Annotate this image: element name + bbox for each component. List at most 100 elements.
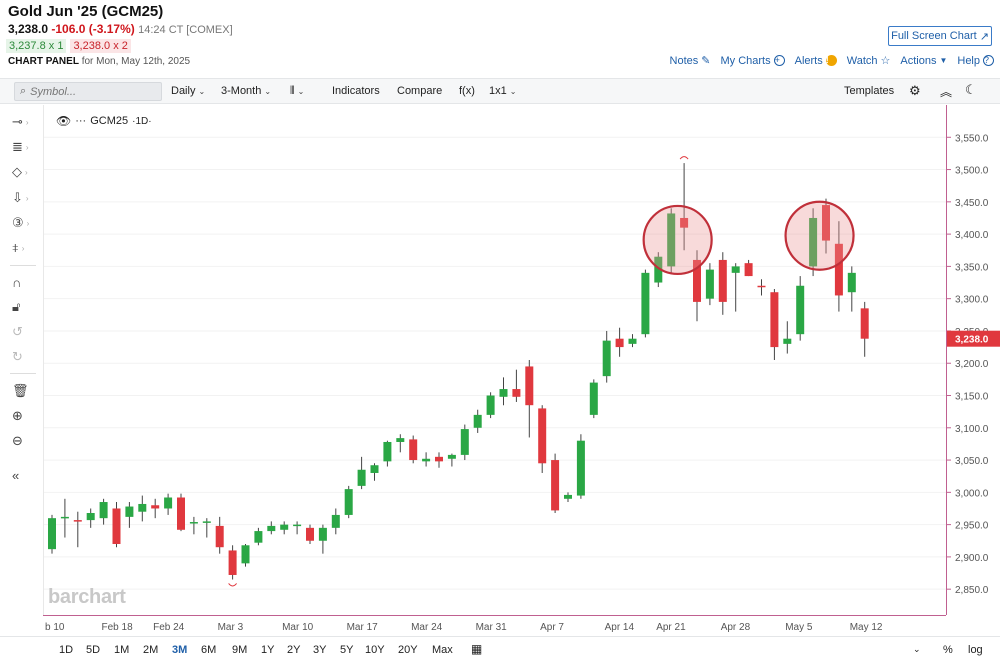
log-toggle[interactable]: log xyxy=(968,644,983,656)
range-button-1d[interactable]: 1D xyxy=(59,644,74,656)
range-button-9m[interactable]: 9M xyxy=(232,644,248,656)
candle[interactable] xyxy=(447,453,456,467)
candle[interactable] xyxy=(331,508,340,535)
actions-menu[interactable]: Actions ▼ xyxy=(900,55,947,67)
range-button-20y[interactable]: 20Y xyxy=(398,644,418,656)
candle[interactable] xyxy=(783,321,792,354)
range-button-1y[interactable]: 1Y xyxy=(261,644,275,656)
zoom-in-button[interactable]: ⊕ xyxy=(12,407,38,425)
more-icon[interactable]: ··· xyxy=(75,115,87,127)
pattern-tool-button[interactable]: ③ › xyxy=(12,214,38,232)
candle[interactable] xyxy=(409,435,418,464)
candle[interactable] xyxy=(357,456,366,490)
help-link[interactable]: Help? xyxy=(957,55,994,67)
candle[interactable] xyxy=(60,498,69,538)
chevron-down-icon[interactable]: ⌄ xyxy=(913,644,921,654)
candle[interactable] xyxy=(615,327,624,357)
candle[interactable] xyxy=(370,463,379,481)
gear-icon[interactable]: ⚙ xyxy=(909,83,921,98)
range-button-5d[interactable]: 5D xyxy=(86,644,101,656)
candle[interactable] xyxy=(718,252,727,315)
symbol-search-input[interactable] xyxy=(30,85,141,98)
candle[interactable] xyxy=(512,369,521,402)
candle[interactable] xyxy=(809,208,818,277)
candle[interactable] xyxy=(99,498,108,525)
range-button-3m[interactable]: 3M xyxy=(172,644,188,656)
candle[interactable] xyxy=(628,334,637,348)
calendar-icon[interactable]: ▦ xyxy=(471,642,483,656)
candle[interactable] xyxy=(564,492,572,503)
candle[interactable] xyxy=(125,502,134,528)
range-button-1m[interactable]: 1M xyxy=(114,644,130,656)
symbol-search[interactable]: ⌕ xyxy=(14,82,162,101)
range-button-6m[interactable]: 6M xyxy=(201,644,217,656)
eye-icon[interactable]: 👁︎ xyxy=(56,114,72,128)
candle[interactable] xyxy=(189,516,198,535)
candle[interactable] xyxy=(589,379,598,419)
candle[interactable] xyxy=(344,485,353,519)
candle[interactable] xyxy=(215,516,224,554)
fib-tool-button[interactable]: ≣ › xyxy=(12,138,38,156)
candle[interactable] xyxy=(576,434,585,499)
candle[interactable] xyxy=(48,514,56,554)
candle[interactable] xyxy=(667,208,676,273)
measure-tool-button[interactable]: ⧧ › xyxy=(12,239,38,257)
range-button-2y[interactable]: 2Y xyxy=(287,644,301,656)
candle[interactable] xyxy=(602,330,611,383)
candle[interactable] xyxy=(693,250,701,322)
range-button-max[interactable]: Max xyxy=(432,644,453,656)
candle[interactable] xyxy=(486,392,495,419)
candle[interactable] xyxy=(538,405,547,473)
candle[interactable] xyxy=(86,508,95,528)
candle[interactable] xyxy=(112,502,121,548)
candle[interactable] xyxy=(318,524,327,554)
candle[interactable] xyxy=(280,521,289,535)
candle[interactable] xyxy=(473,409,482,433)
candle[interactable] xyxy=(847,266,856,312)
candle[interactable] xyxy=(770,288,779,360)
candle[interactable] xyxy=(525,360,534,438)
candle[interactable] xyxy=(228,545,237,580)
magnet-button[interactable]: ∩ xyxy=(12,273,38,291)
chart-plot-area[interactable] xyxy=(43,105,947,615)
candle[interactable] xyxy=(383,440,392,467)
price-axis[interactable]: 2,850.0 2,900.0 2,950.0 3,000.0 3,050.0 3,100… xyxy=(946,105,1000,615)
time-axis[interactable]: b 10 Feb 18 Feb 24 Mar 3 Mar 10 Mar 17 Mar 24 M… xyxy=(43,615,946,635)
candle[interactable] xyxy=(306,524,314,544)
candle[interactable] xyxy=(551,453,560,513)
collapse-up-icon[interactable]: ︽ xyxy=(940,85,953,99)
shape-tool-button[interactable]: ◇ › xyxy=(12,163,38,181)
undo-button[interactable]: ↺ xyxy=(12,323,38,341)
range-button-5y[interactable]: 5Y xyxy=(340,644,354,656)
notes-link[interactable]: Notes ✎ xyxy=(670,54,711,68)
line-tool-button[interactable]: ⊸ › xyxy=(12,113,38,131)
candle[interactable] xyxy=(138,495,147,522)
candle[interactable] xyxy=(731,263,740,312)
arrow-tool-button[interactable]: ⇩ › xyxy=(12,189,38,207)
candle[interactable] xyxy=(860,301,869,357)
bar-type-select[interactable]: ⫴ ⌄ xyxy=(290,85,304,98)
delete-button[interactable]: 🗑︎ xyxy=(12,382,38,400)
candle[interactable] xyxy=(499,377,508,406)
full-screen-chart-button[interactable]: Full Screen Chart ↗ xyxy=(888,26,992,46)
candle[interactable] xyxy=(293,521,302,535)
candle[interactable] xyxy=(460,424,469,461)
indicators-button[interactable]: Indicators xyxy=(332,85,380,97)
candle[interactable] xyxy=(822,198,830,254)
candle[interactable] xyxy=(254,527,263,546)
candle[interactable] xyxy=(796,276,805,341)
templates-button[interactable]: Templates xyxy=(844,85,895,97)
candle[interactable] xyxy=(641,269,650,338)
compare-button[interactable]: Compare xyxy=(397,85,443,97)
zoom-out-button[interactable]: ⊖ xyxy=(12,432,38,450)
candle[interactable] xyxy=(396,434,405,453)
alerts-link[interactable]: Alerts! xyxy=(795,55,837,67)
interval-select[interactable]: Daily ⌄ xyxy=(171,85,205,97)
range-button-3y[interactable]: 3Y xyxy=(313,644,327,656)
period-select[interactable]: 3-Month ⌄ xyxy=(221,85,271,97)
candle[interactable] xyxy=(267,521,276,535)
percent-toggle[interactable]: % xyxy=(943,644,953,656)
collapse-sidebar-button[interactable]: « xyxy=(12,466,38,484)
candle[interactable] xyxy=(422,452,431,467)
candle[interactable] xyxy=(744,259,753,277)
